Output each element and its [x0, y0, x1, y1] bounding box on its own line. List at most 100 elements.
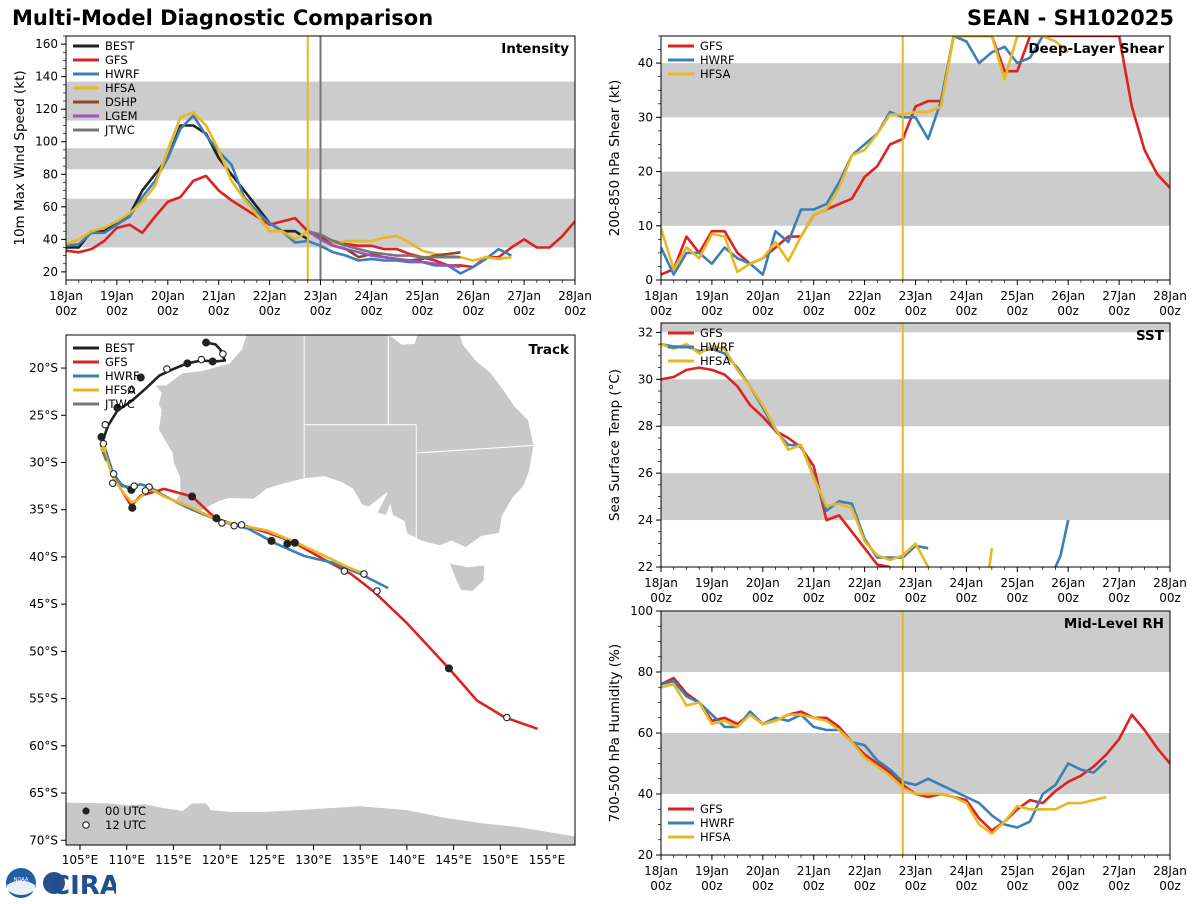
- intensity-xtick-sub: 00z: [361, 304, 383, 318]
- intensity-ytick-label: 80: [43, 167, 58, 181]
- sst-ylabel: Sea Surface Temp (°C): [607, 369, 623, 521]
- track-marker-12utc: [127, 386, 136, 394]
- sst-xtick-sub: 00z: [1007, 591, 1029, 605]
- intensity-xtick-label: 26Jan: [456, 289, 490, 303]
- sst-xtick-sub: 00z: [752, 591, 774, 605]
- sst-legend-label-hfsa: HFSA: [700, 354, 731, 368]
- intensity-line-lgem-5: [307, 230, 461, 269]
- intensity-legend-label-lgem: LGEM: [105, 109, 138, 123]
- sst-line-hfsa-2: [661, 342, 930, 567]
- rh-xtick-label: 19Jan: [695, 864, 729, 878]
- cira-logo-text: CIRA: [51, 871, 116, 900]
- shear-ytick-label: 10: [638, 219, 653, 233]
- shear-line-hfsa-2: [661, 36, 1070, 274]
- sst-xtick-sub: 00z: [854, 591, 876, 605]
- cira-globe-icon: [43, 872, 65, 894]
- rh-xtick-label: 25Jan: [1000, 864, 1034, 878]
- track-legend-label-jtwc: JTWC: [104, 397, 135, 411]
- rh-xtick-sub: 00z: [956, 879, 978, 893]
- shear-xtick-sub: 00z: [1108, 304, 1130, 318]
- shear-xtick-label: 20Jan: [746, 289, 780, 303]
- track-marker-12utc: [141, 487, 150, 495]
- track-xtick-label: 150°E: [482, 853, 519, 867]
- track-marker-12utc: [163, 365, 171, 373]
- track-xtick-label: 140°E: [389, 853, 426, 867]
- track-marker-00utc: [128, 503, 137, 512]
- sst-xtick-label: 27Jan: [1102, 576, 1136, 590]
- track-ytick-label: 70°S: [29, 833, 58, 847]
- sst-band-2: [661, 323, 1170, 333]
- panel-shear: 01020304018Jan00z19Jan00z20Jan00z21Jan00…: [607, 35, 1187, 318]
- rh-xtick-sub: 00z: [1159, 879, 1181, 893]
- track-marker-12utc: [109, 470, 118, 478]
- sst-legend-label-hwrf: HWRF: [700, 340, 735, 354]
- track-marker-12utc: [99, 439, 108, 448]
- sst-band-1: [661, 379, 1170, 427]
- rh-xtick-label: 27Jan: [1102, 864, 1136, 878]
- rh-line-hfsa-2: [661, 682, 1107, 835]
- track-xtick-label: 105°E: [62, 853, 99, 867]
- rh-ytick-label: 100: [630, 604, 653, 618]
- shear-xtick-sub: 00z: [701, 304, 723, 318]
- track-frame: [65, 334, 576, 846]
- sst-xtick-label: 24Jan: [950, 576, 984, 590]
- intensity-xtick-sub: 00z: [310, 304, 332, 318]
- rh-ytick-label: 60: [638, 726, 653, 740]
- sst-xtick-sub: 00z: [701, 591, 723, 605]
- track-marker-00utc: [290, 538, 299, 547]
- panel-sst: 22242628303218Jan00z19Jan00z20Jan00z21Ja…: [607, 322, 1187, 605]
- track-marker-12utc: [503, 713, 511, 722]
- shear-xtick-label: 18Jan: [644, 289, 678, 303]
- shear-xtick-sub: 00z: [1159, 304, 1181, 318]
- sst-line-hfsa-4: [988, 548, 994, 567]
- shear-xtick-label: 27Jan: [1102, 289, 1136, 303]
- track-marker-00utc: [267, 536, 276, 545]
- rh-xtick-label: 28Jan: [1153, 864, 1187, 878]
- rh-xtick-sub: 00z: [854, 879, 876, 893]
- rh-xtick-sub: 00z: [752, 879, 774, 893]
- rh-series-group: [661, 676, 1170, 835]
- intensity-legend-label-dshp: DSHP: [105, 95, 137, 109]
- intensity-xtick-label: 24Jan: [355, 289, 389, 303]
- shear-xtick-label: 24Jan: [950, 289, 984, 303]
- sst-ytick-label: 30: [638, 372, 653, 386]
- shear-ytick-label: 40: [638, 56, 653, 70]
- logo: NOAA CIRA: [4, 866, 120, 904]
- shear-xtick-label: 19Jan: [695, 289, 729, 303]
- shear-xtick-sub: 00z: [650, 304, 672, 318]
- intensity-xtick-label: 20Jan: [151, 289, 185, 303]
- intensity-xtick-label: 27Jan: [507, 289, 541, 303]
- track-marker-00utc: [283, 539, 292, 548]
- tasmania-landmass: [449, 563, 485, 591]
- sst-xtick-sub: 00z: [1159, 591, 1181, 605]
- shear-ylabel: 200-850 hPa Shear (kt): [607, 80, 623, 237]
- track-marker-00utc: [136, 373, 145, 382]
- panel-rh: 2040608010018Jan00z19Jan00z20Jan00z21Jan…: [607, 604, 1187, 893]
- sst-xtick-label: 19Jan: [695, 576, 729, 590]
- rh-xtick-label: 22Jan: [848, 864, 882, 878]
- track-xtick-label: 120°E: [202, 853, 239, 867]
- rh-xtick-sub: 00z: [650, 879, 672, 893]
- rh-xtick-sub: 00z: [1057, 879, 1079, 893]
- intensity-xtick-sub: 00z: [106, 304, 128, 318]
- track-map-group: [66, 335, 575, 845]
- intensity-xtick-label: 18Jan: [49, 289, 83, 303]
- intensity-xtick-sub: 00z: [157, 304, 179, 318]
- track-marker-00utc: [202, 338, 211, 347]
- state-border-4: [416, 445, 534, 454]
- rh-legend-label-hwrf: HWRF: [700, 816, 735, 830]
- rh-xtick-label: 18Jan: [644, 864, 678, 878]
- sst-xtick-label: 20Jan: [746, 576, 780, 590]
- rh-xtick-sub: 00z: [1108, 879, 1130, 893]
- rh-xtick-sub: 00z: [701, 879, 723, 893]
- sst-xtick-label: 25Jan: [1000, 576, 1034, 590]
- intensity-ytick-label: 60: [43, 200, 58, 214]
- sst-xtick-label: 21Jan: [797, 576, 831, 590]
- intensity-xtick-sub: 00z: [208, 304, 230, 318]
- track-ytick-label: 60°S: [29, 739, 58, 753]
- shear-legend-label-hfsa: HFSA: [700, 67, 731, 81]
- sst-band-0: [661, 473, 1170, 521]
- track-ytick-label: 40°S: [29, 550, 58, 564]
- track-marker-00utc: [188, 492, 197, 501]
- sst-xtick-label: 28Jan: [1153, 576, 1187, 590]
